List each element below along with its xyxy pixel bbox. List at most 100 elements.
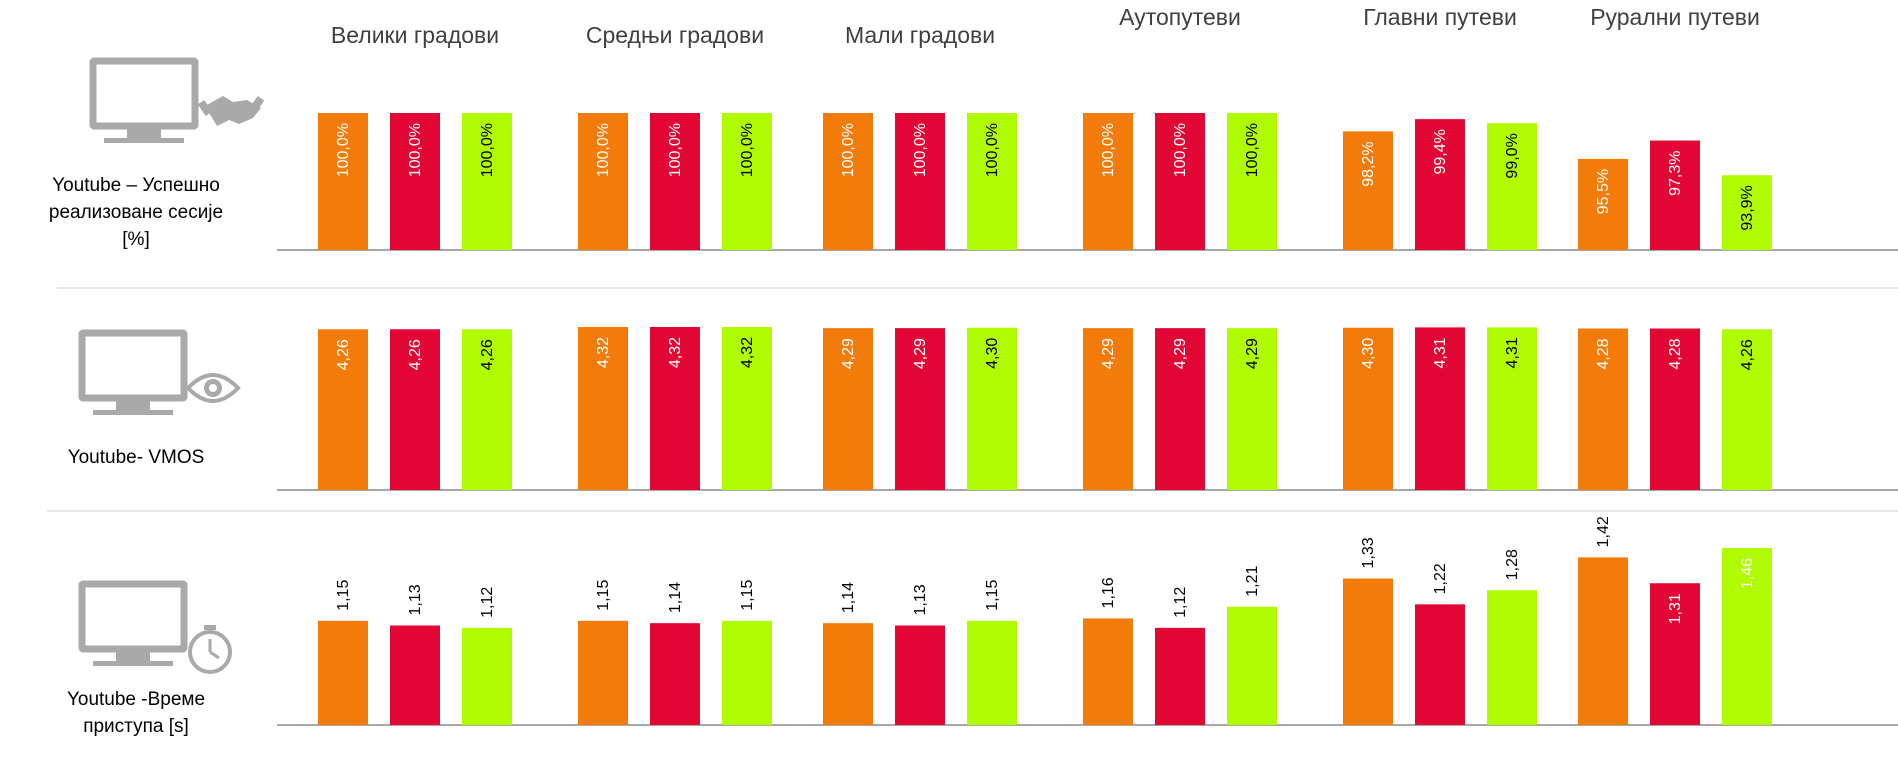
bar <box>318 113 368 250</box>
bar <box>1487 590 1537 725</box>
data-label: 1,15 <box>595 580 612 611</box>
panel-label: Youtube- VMOS <box>6 444 266 471</box>
data-label: 100,0% <box>912 123 929 177</box>
bar <box>895 625 945 725</box>
bar <box>1722 548 1772 725</box>
data-label: 4,29 <box>1244 338 1261 369</box>
data-label: 4,32 <box>595 337 612 368</box>
data-label: 4,30 <box>984 338 1001 369</box>
bar <box>1083 113 1133 250</box>
data-label: 1,42 <box>1595 516 1612 547</box>
bar <box>967 113 1017 250</box>
bar <box>967 327 1017 490</box>
data-label: 1,46 <box>1739 558 1756 589</box>
bar <box>1722 175 1772 250</box>
bar <box>390 113 440 250</box>
data-label: 4,32 <box>667 337 684 368</box>
data-label: 99,0% <box>1504 133 1521 178</box>
data-label: 4,26 <box>1739 339 1756 370</box>
data-label: 4,29 <box>1100 338 1117 369</box>
bar <box>650 623 700 725</box>
data-label: 1,21 <box>1244 565 1261 596</box>
data-label: 1,13 <box>407 584 424 615</box>
data-label: 4,32 <box>739 337 756 368</box>
category-label: Рурални путеви <box>1590 4 1760 30</box>
category-label: Средњи градови <box>585 22 765 48</box>
bar <box>1578 557 1628 725</box>
bar <box>578 620 628 725</box>
data-label: 4,29 <box>1172 338 1189 369</box>
data-label: 100,0% <box>1172 123 1189 177</box>
bar <box>1415 604 1465 725</box>
data-label: 100,0% <box>667 123 684 177</box>
data-label: 1,14 <box>840 582 857 613</box>
data-label: 1,15 <box>984 580 1001 611</box>
bar <box>1227 328 1277 490</box>
data-label: 100,0% <box>739 123 756 177</box>
bar <box>1415 119 1465 251</box>
data-label: 4,26 <box>407 339 424 370</box>
bar <box>1650 583 1700 725</box>
bar <box>1722 329 1772 490</box>
panel-label-line: [%] <box>122 229 150 250</box>
panel-label-line: реализоване сесије <box>48 202 224 223</box>
bar <box>578 113 628 250</box>
bar <box>390 625 440 725</box>
data-label: 100,0% <box>479 123 496 177</box>
bar <box>1415 327 1465 490</box>
monitor-eye-icon <box>78 329 241 415</box>
data-label: 100,0% <box>407 123 424 177</box>
data-label: 99,4% <box>1432 129 1449 174</box>
bar <box>578 327 628 490</box>
bar <box>1227 606 1277 725</box>
panel-label: Youtube -Време приступа [s] <box>6 686 266 740</box>
panel-label-line: приступа [s] <box>83 716 189 737</box>
data-label: 4,31 <box>1504 337 1521 368</box>
bar <box>318 620 368 725</box>
bar <box>823 113 873 250</box>
bar <box>1578 328 1628 490</box>
bar <box>823 623 873 725</box>
data-label: 100,0% <box>840 123 857 177</box>
data-label: 97,3% <box>1667 151 1684 196</box>
monitor-stopwatch-icon <box>78 580 232 674</box>
data-label: 4,29 <box>912 338 929 369</box>
data-label: 1,31 <box>1667 593 1684 624</box>
bar <box>1578 158 1628 250</box>
bar <box>1343 327 1393 490</box>
bar <box>722 620 772 725</box>
data-label: 1,12 <box>1172 587 1189 618</box>
bar <box>1227 113 1277 250</box>
category-label: Мали градови <box>844 22 996 48</box>
bar <box>1487 123 1537 250</box>
monitor-handshake-icon <box>89 57 265 143</box>
panel-label: Youtube – Успешно реализоване сесије [%] <box>6 172 266 253</box>
data-label: 1,13 <box>912 584 929 615</box>
bar <box>650 113 700 250</box>
category-label: Велики градови <box>330 22 500 48</box>
bar <box>1083 328 1133 490</box>
data-label: 4,28 <box>1595 338 1612 369</box>
data-label: 4,30 <box>1360 338 1377 369</box>
data-label: 100,0% <box>595 123 612 177</box>
data-label: 1,15 <box>739 580 756 611</box>
bar <box>1155 627 1205 725</box>
data-label: 1,12 <box>479 587 496 618</box>
bar <box>895 113 945 250</box>
bar <box>967 620 1017 725</box>
data-label: 1,14 <box>667 582 684 613</box>
data-label: 95,5% <box>1595 169 1612 214</box>
bar <box>1155 113 1205 250</box>
data-label: 100,0% <box>335 123 352 177</box>
bar <box>390 329 440 490</box>
data-label: 100,0% <box>1100 123 1117 177</box>
data-label: 1,33 <box>1360 537 1377 568</box>
data-label: 4,26 <box>479 339 496 370</box>
bar <box>650 327 700 490</box>
bar <box>462 113 512 250</box>
bar <box>1343 131 1393 250</box>
bar <box>823 328 873 490</box>
bar <box>462 627 512 725</box>
data-label: 1,15 <box>335 580 352 611</box>
